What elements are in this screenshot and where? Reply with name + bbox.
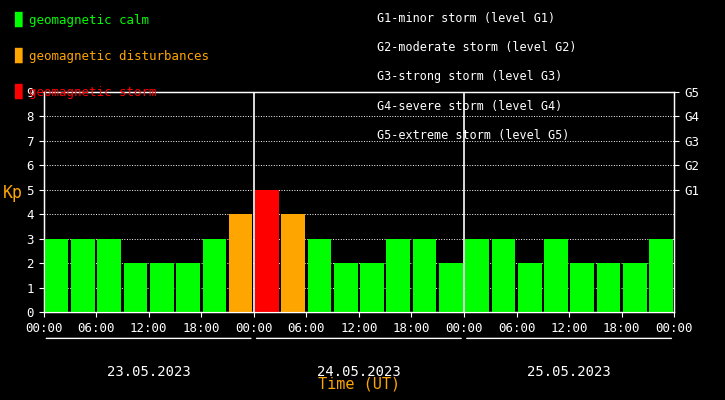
Text: G2-moderate storm (level G2): G2-moderate storm (level G2) (377, 41, 576, 54)
Text: G4-severe storm (level G4): G4-severe storm (level G4) (377, 100, 563, 113)
Text: 23.05.2023: 23.05.2023 (107, 365, 191, 379)
Bar (386, 239, 410, 312)
Bar (571, 263, 594, 312)
Text: █ geomagnetic disturbances: █ geomagnetic disturbances (14, 48, 210, 64)
Bar (255, 190, 278, 312)
Bar (71, 239, 95, 312)
Bar (97, 239, 121, 312)
X-axis label: Time (UT): Time (UT) (318, 376, 400, 391)
Text: 24.05.2023: 24.05.2023 (317, 365, 401, 379)
Text: █ geomagnetic calm: █ geomagnetic calm (14, 12, 149, 28)
Text: G1-minor storm (level G1): G1-minor storm (level G1) (377, 12, 555, 25)
Bar (544, 239, 568, 312)
Bar (439, 263, 463, 312)
Text: G5-extreme storm (level G5): G5-extreme storm (level G5) (377, 129, 569, 142)
Bar (650, 239, 673, 312)
Bar (518, 263, 542, 312)
Bar (202, 239, 226, 312)
Bar (45, 239, 68, 312)
Bar (492, 239, 515, 312)
Bar (334, 263, 357, 312)
Bar (307, 239, 331, 312)
Bar (229, 214, 252, 312)
Text: G3-strong storm (level G3): G3-strong storm (level G3) (377, 70, 563, 84)
Bar (465, 239, 489, 312)
Y-axis label: Kp: Kp (2, 184, 22, 202)
Bar (124, 263, 147, 312)
Bar (413, 239, 436, 312)
Bar (597, 263, 621, 312)
Bar (176, 263, 200, 312)
Bar (150, 263, 173, 312)
Text: █ geomagnetic storm: █ geomagnetic storm (14, 84, 157, 100)
Text: 25.05.2023: 25.05.2023 (527, 365, 611, 379)
Bar (281, 214, 305, 312)
Bar (360, 263, 384, 312)
Bar (623, 263, 647, 312)
